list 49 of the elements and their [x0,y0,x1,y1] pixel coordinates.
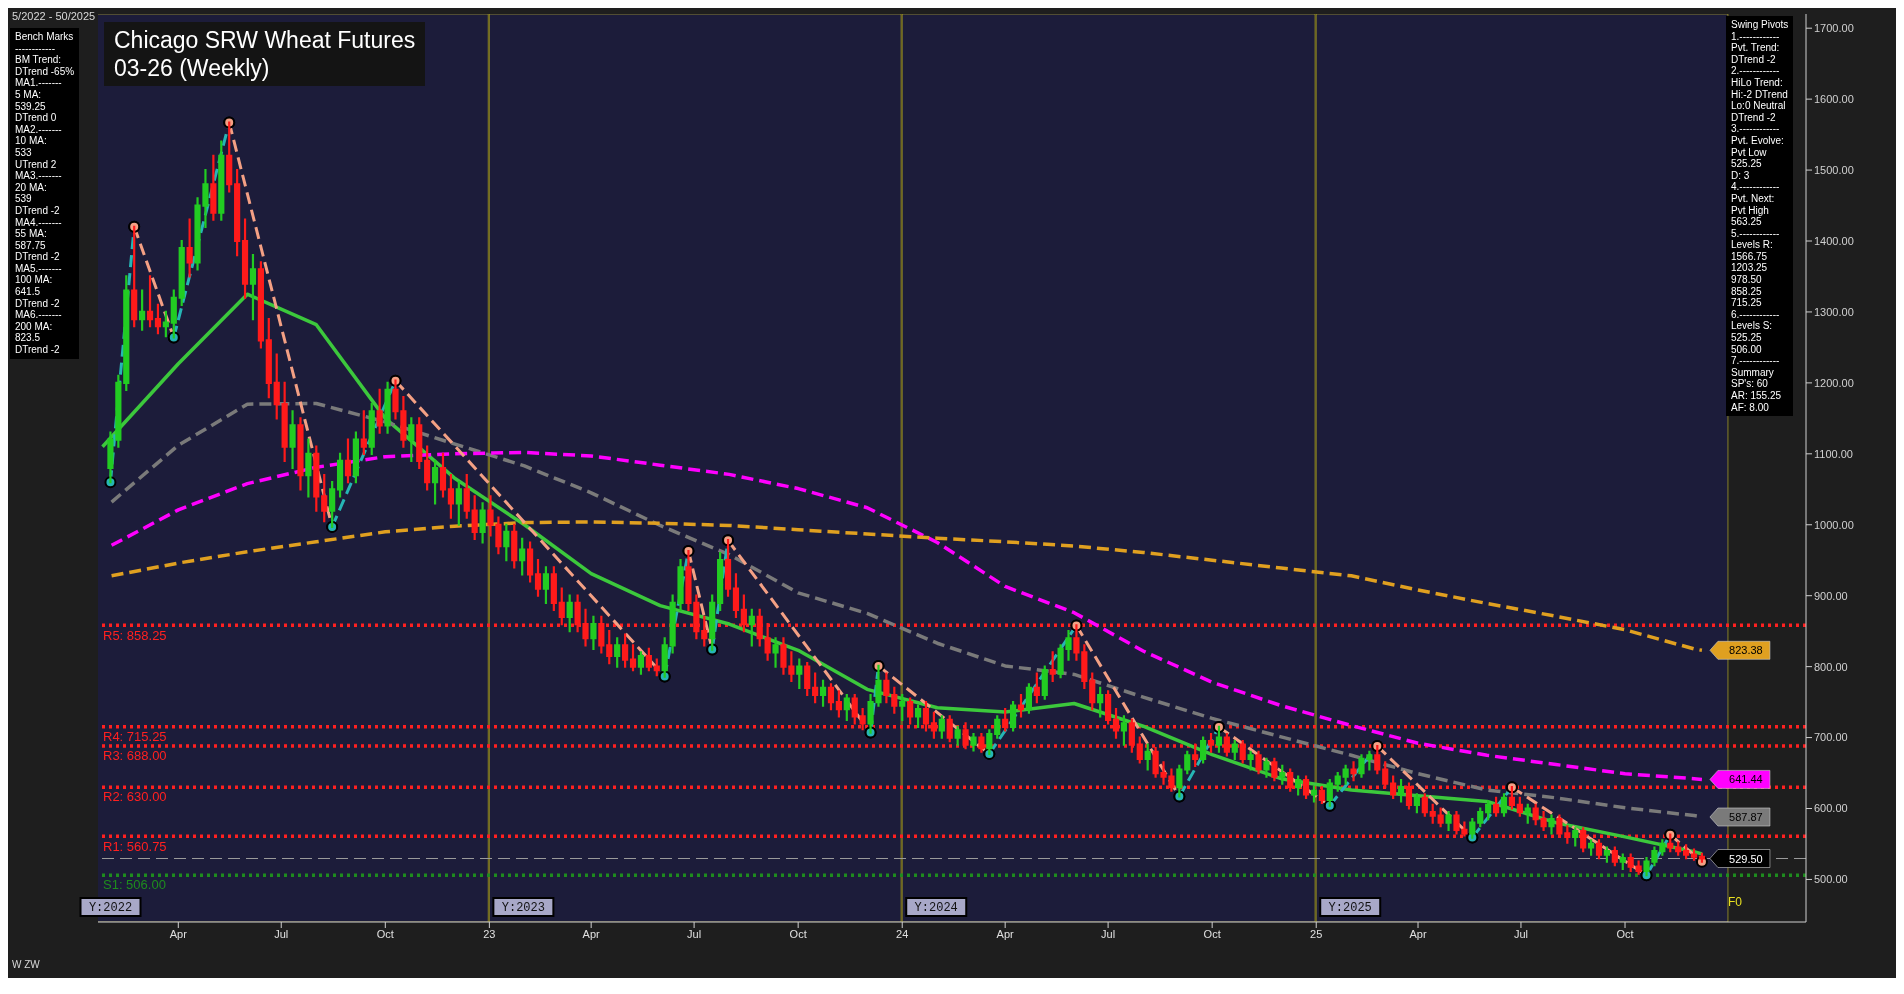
y-tick-label: 1000.00 [1814,518,1854,531]
ref-line-label: R4: 715.25 [103,728,167,744]
band-label: Y:2025 [1328,901,1372,915]
ref-line-label: R2: 630.00 [103,789,167,805]
text: W ZW [12,959,40,970]
x-tick-label: Jul [1513,927,1528,940]
y-tick-label: 1600.00 [1814,93,1854,106]
y-tick-label: 500.00 [1814,873,1848,886]
band-label: Y:2024 [914,901,958,915]
ref-line-label: R5: 858.25 [103,627,167,643]
ref-line-label: R3: 688.00 [103,748,167,764]
text: Swing Pivots 1.------------ Pvt. Trend: DTrend -2 2.------------ HiLo Trend: Hi:-2 DTrend Lo:0 Neutral DTrend -2 3.------------ Pvt. Evolve: Pvt Low 525.25 D: 3 4.------------ Pvt. Next: Pvt High 563.25 5.------------ Levels R: 1566.75 1203.25 978.50 858.25 715.25 6.------------ Levels S: 525.25 506.00 7.------------ Summary SP's: 60 AR: 155.25 AF: 8.00 [1731,19,1789,413]
y-tick-label: 1200.00 [1814,376,1854,389]
x-tick-label: 23 [483,927,496,940]
x-tick-label: Apr [582,927,601,940]
y-tick-label: 800.00 [1814,660,1848,673]
x-tick-label: 24 [896,927,909,940]
x-tick-label: Oct [789,927,807,940]
y-tick-label: 1500.00 [1814,163,1854,176]
y-tick-label: 700.00 [1814,731,1848,744]
x-tick-label: Jul [1101,927,1116,940]
ref-line-label: R1: 560.75 [103,838,167,854]
text: 03-26 (Weekly) [114,54,271,82]
band-label: Y:2022 [88,901,133,915]
y-tick-label: 1400.00 [1814,234,1854,247]
x-tick-label: Apr [996,927,1015,940]
x-tick-label: 25 [1310,927,1323,940]
y-tick-label: 1300.00 [1814,305,1854,318]
y-tick-label: 900.00 [1814,589,1848,602]
x-tick-label: Oct [376,927,394,940]
band-label: Y:2023 [501,901,545,915]
x-tick-label: Apr [169,927,188,940]
y-tick-label: 1100.00 [1814,447,1853,460]
x-tick-label: Apr [1409,927,1427,940]
annotation: 823.38 [1729,644,1763,657]
annotation: 587.87 [1729,811,1763,824]
annotation: 529.50 [1729,852,1763,865]
text: Bench Marks ------------ BM Trend: DTrend -65% MA1.------- 5 MA: 539.25 DTrend 0 MA2.------- 10 MA: 533 UTrend 2 MA3.------- 20 MA: 539 DTrend -2 MA4.------- 55 MA: 587.75 DTrend -2 MA5.------- 100 MA: 641.5 DTrend -2 MA6.------- 200 MA: 823.5 DTrend -2 [15,31,75,356]
x-tick-label: Jul [687,927,702,940]
text: Chicago SRW Wheat Futures [114,26,416,54]
text: 5/2022 - 50/2025 [12,10,96,22]
x-tick-label: Oct [1203,927,1221,940]
x-tick-label: Oct [1616,927,1634,940]
y-tick-label: 1700.00 [1814,22,1854,35]
x-tick-label: Jul [274,927,289,940]
y-tick-label: 600.00 [1814,802,1848,815]
annotation: F0 [1728,895,1743,909]
annotation: 641.44 [1729,773,1763,786]
ref-line-label: S1: 506.00 [103,877,166,893]
